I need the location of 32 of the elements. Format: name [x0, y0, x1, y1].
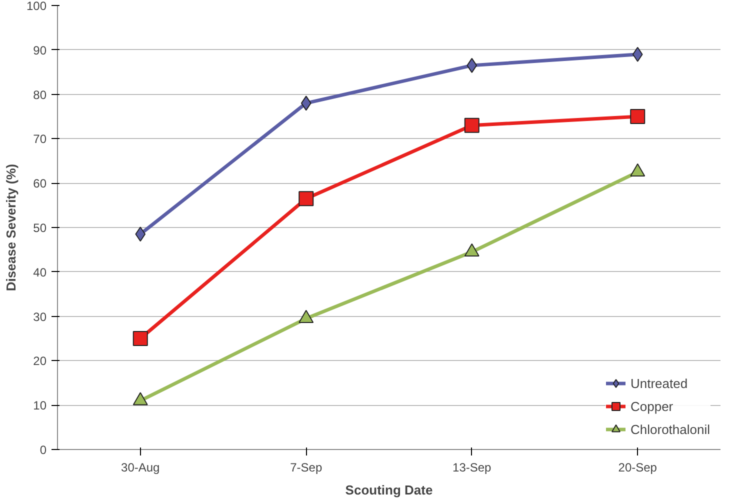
y-tick-label: 50 [33, 221, 47, 235]
point [632, 46, 643, 62]
legend-label: Chlorothalonil [630, 422, 710, 436]
point [132, 392, 148, 406]
x-tick-label: 20-Sep [618, 460, 658, 474]
y-tick-label: 0 [40, 443, 47, 457]
legend-label: Untreated [630, 376, 688, 390]
y-tick-label: 10 [33, 398, 47, 413]
point [464, 243, 480, 256]
y-tick-label: 40 [33, 265, 47, 280]
y-tick-label: 30 [33, 310, 47, 324]
y-tick-label: 80 [33, 88, 47, 102]
x-axis-title: Scouting Date [345, 482, 433, 498]
x-tick-label: 13-Sep [452, 460, 492, 474]
point [132, 331, 148, 346]
y-tick-label: 60 [33, 176, 47, 191]
point [298, 191, 314, 206]
y-axis-title: Disease Severity (%) [3, 164, 18, 292]
point [466, 58, 478, 73]
point [464, 118, 480, 133]
point [630, 163, 646, 177]
y-tick-label: 100 [26, 0, 47, 13]
point [300, 96, 312, 111]
x-tick-label: 30-Aug [121, 460, 160, 474]
y-tick-label: 20 [33, 354, 47, 368]
y-tick-label: 90 [33, 43, 47, 58]
point [298, 310, 314, 324]
legend-label: Copper [630, 398, 674, 414]
x-tick-label: 7-Sep [290, 460, 322, 474]
point [630, 109, 646, 124]
y-tick-label: 70 [33, 132, 47, 146]
point [135, 226, 146, 242]
